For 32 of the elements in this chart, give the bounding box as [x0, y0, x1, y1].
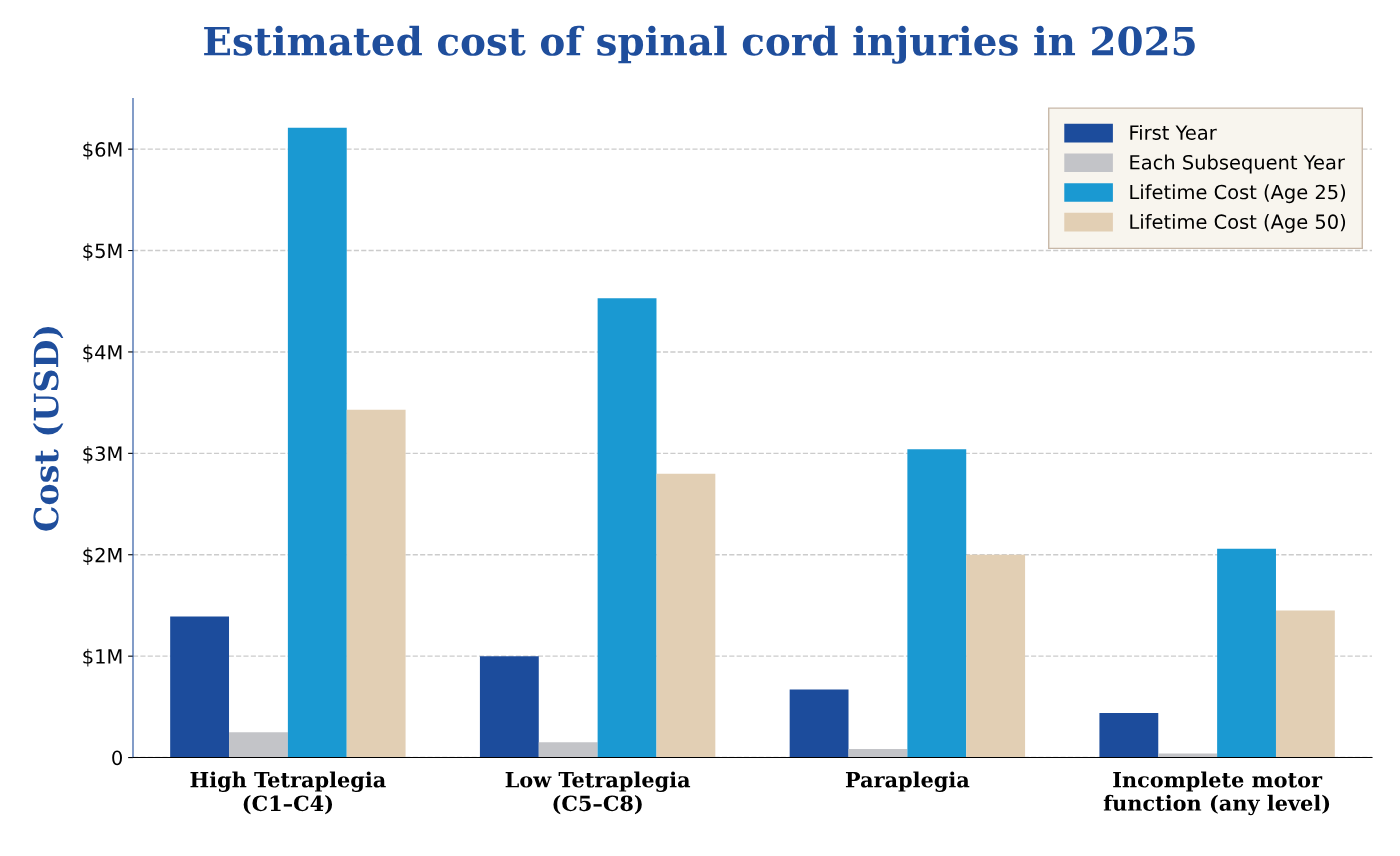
y-tick-label: $6M	[83, 141, 122, 160]
bar	[907, 449, 967, 758]
bar	[1099, 712, 1159, 758]
bar	[848, 748, 908, 758]
legend-label: Lifetime Cost (Age 50)	[1130, 214, 1346, 233]
legend-label: First Year	[1130, 124, 1217, 140]
bar	[346, 409, 406, 758]
x-tick-label: Incomplete motor function (any level)	[1103, 771, 1330, 816]
x-tick-label: Low Tetraplegia (C5–C8)	[505, 771, 691, 815]
y-tick-label: $1M	[83, 648, 122, 667]
bar	[966, 554, 1026, 758]
bar	[538, 742, 598, 758]
y-tick-label: $2M	[83, 547, 122, 565]
y-tick-label: $4M	[83, 344, 122, 363]
bar	[170, 616, 230, 758]
x-tick-label: High Tetraplegia (C1–C4)	[190, 771, 386, 815]
y-axis-title: Cost (USD)	[32, 327, 64, 531]
bar	[789, 689, 849, 758]
legend-label: Each Subsequent Year	[1130, 154, 1345, 174]
legend-label: Lifetime Cost (Age 25)	[1130, 184, 1346, 204]
y-tick-label: $5M	[83, 243, 122, 261]
bar	[597, 298, 657, 758]
bar	[229, 732, 288, 758]
bar	[1217, 548, 1276, 758]
y-tick-label: $3M	[83, 445, 122, 464]
chart-title: Estimated cost of spinal cord injuries in 2025	[204, 25, 1195, 64]
x-tick-label: Paraplegia	[845, 771, 970, 792]
bar	[479, 656, 539, 758]
bar	[656, 473, 716, 758]
y-tick-label: 0	[112, 750, 122, 766]
bar	[287, 127, 347, 758]
bar	[1275, 610, 1335, 758]
